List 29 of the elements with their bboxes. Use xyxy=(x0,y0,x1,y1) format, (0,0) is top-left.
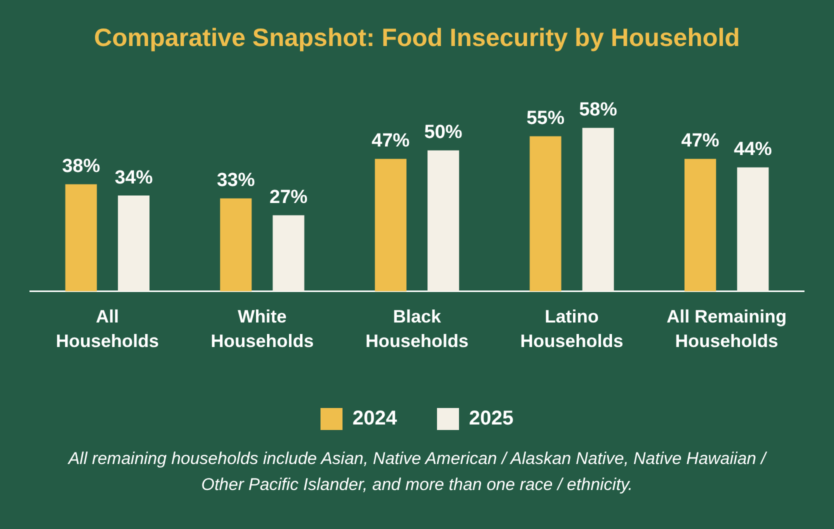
bar xyxy=(530,136,562,292)
bar xyxy=(582,128,614,292)
data-label: 33% xyxy=(216,170,255,192)
data-label: 58% xyxy=(579,100,618,121)
data-label: 27% xyxy=(270,186,308,208)
x-tick-label: Latino Households xyxy=(520,306,624,351)
chart-title: Comparative Snapshot: Food Insecurity by Household xyxy=(94,24,740,52)
data-label: 44% xyxy=(734,139,772,160)
bar xyxy=(272,215,304,292)
x-tick-label: All Households xyxy=(56,306,159,351)
bar xyxy=(428,150,460,292)
data-label: 50% xyxy=(424,122,462,144)
bar xyxy=(684,158,716,292)
data-label: 38% xyxy=(62,156,100,177)
legend-label: 2024 xyxy=(352,408,398,430)
bar xyxy=(737,167,769,292)
data-label: 47% xyxy=(372,130,410,152)
x-tick-label: Black Households xyxy=(365,306,469,351)
text: All remaining households include Asian, Native American / Alaskan Native, Native Hawaiian / Other Pacific Islander, and more than one race / ethnicity. xyxy=(66,448,768,496)
bar xyxy=(118,196,150,292)
bar xyxy=(374,158,406,292)
data-label: 47% xyxy=(681,130,720,152)
bar xyxy=(220,198,252,292)
data-label: 55% xyxy=(526,108,565,130)
bar xyxy=(65,184,97,292)
x-tick-label: White Households xyxy=(210,306,314,351)
data-label: 34% xyxy=(114,167,153,188)
x-tick-label: All Remaining Households xyxy=(666,306,787,351)
legend-label: 2025 xyxy=(469,408,514,430)
